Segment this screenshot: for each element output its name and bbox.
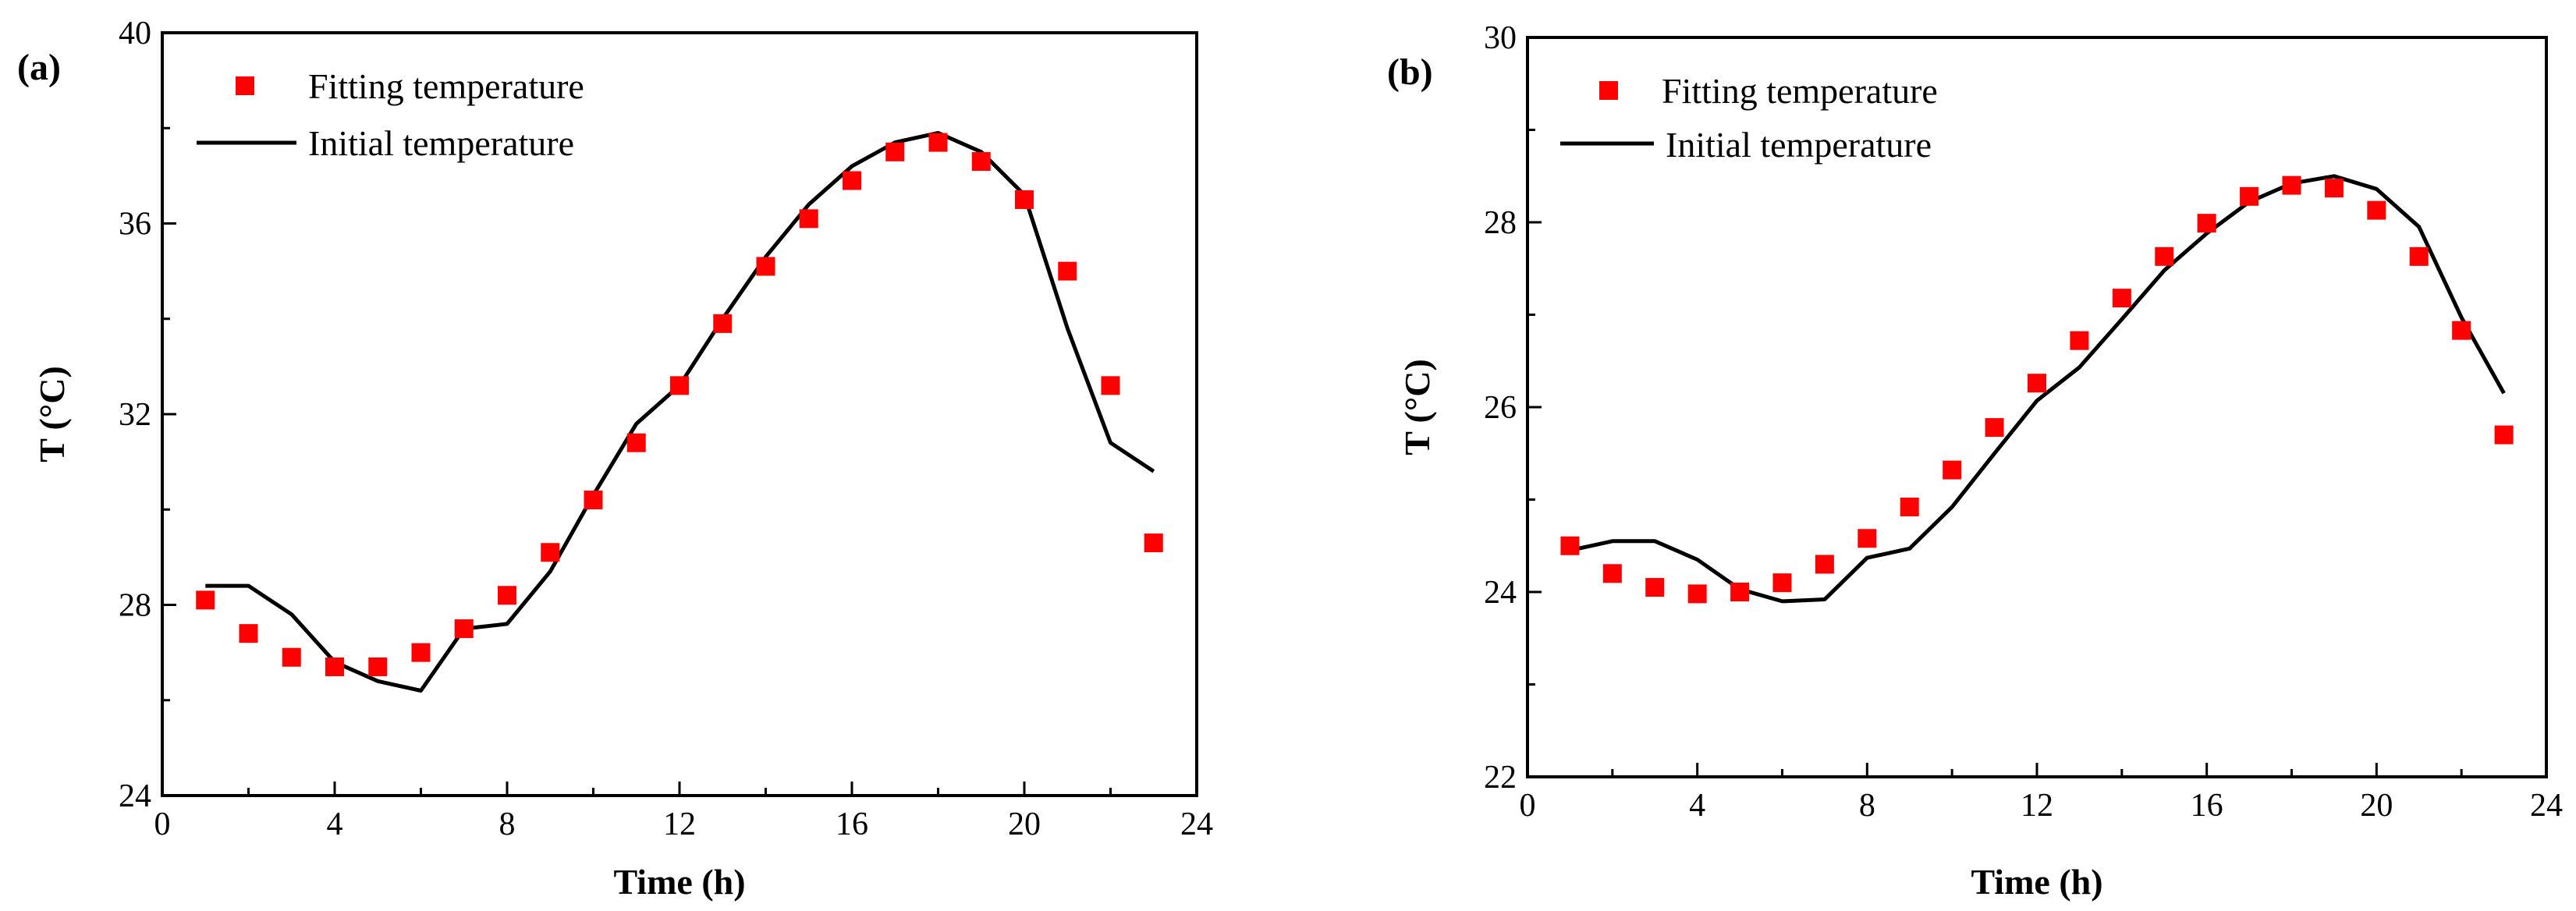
legend-label-fitting: Fitting temperature [308, 66, 584, 106]
legend-label-fitting: Fitting temperature [1662, 71, 1938, 111]
data-point-fitting-temperature [1900, 497, 1919, 516]
data-point-fitting-temperature [1943, 460, 1962, 480]
data-point-fitting-temperature [1772, 573, 1792, 593]
x-tick-label: 4 [1689, 788, 1705, 824]
series-layer [1560, 174, 2514, 604]
tick-marks [161, 31, 1198, 797]
x-axis-title: Time (h) [613, 862, 745, 902]
tick-marks [1526, 36, 2548, 778]
legend: Fitting temperature Initial temperature [1560, 71, 1938, 165]
series-line-initial-temperature [1569, 174, 2506, 604]
data-point-fitting-temperature [2282, 175, 2301, 195]
data-point-fitting-temperature [282, 647, 301, 667]
data-point-fitting-temperature [843, 171, 861, 190]
y-axis-title: T (°C) [1397, 359, 1437, 456]
series-line-initial-temperature [205, 130, 1155, 693]
y-tick-label: 36 [119, 207, 151, 243]
legend-label-initial: Initial temperature [1666, 125, 1932, 165]
data-point-fitting-temperature [2494, 425, 2514, 445]
x-tick-labels: 0 4 8 12 16 20 24 [1520, 788, 2564, 824]
x-tick-label: 16 [2191, 788, 2223, 824]
y-tick-label: 26 [1484, 390, 1517, 426]
y-tick-label: 22 [1484, 760, 1517, 796]
data-point-fitting-temperature [1101, 376, 1120, 395]
y-tick-label: 28 [1484, 205, 1517, 241]
y-tick-label: 24 [119, 778, 151, 814]
data-point-fitting-temperature [2197, 214, 2216, 233]
legend-marker-fitting [236, 76, 254, 95]
data-point-fitting-temperature [1058, 261, 1077, 281]
x-tick-label: 24 [2530, 788, 2563, 824]
data-point-fitting-temperature [1857, 529, 1877, 548]
data-point-fitting-temperature [971, 152, 991, 172]
y-tick-label: 28 [119, 588, 151, 624]
panel-label: (a) [17, 47, 61, 88]
data-point-fitting-temperature [1144, 533, 1163, 553]
data-point-fitting-temperature [928, 133, 948, 152]
data-point-fitting-temperature [454, 619, 474, 639]
data-point-fitting-temperature [1815, 555, 1834, 574]
series-layer [196, 130, 1163, 693]
data-point-fitting-temperature [1015, 190, 1034, 209]
data-point-fitting-temperature [2452, 321, 2471, 340]
data-point-fitting-temperature [498, 586, 516, 605]
data-point-fitting-temperature [756, 257, 775, 276]
data-point-fitting-temperature [670, 376, 689, 395]
data-point-fitting-temperature [885, 142, 905, 161]
data-point-fitting-temperature [1985, 418, 2004, 438]
chart-panel-b: 0 4 8 12 16 20 24 22 24 26 28 30 (b) Time (h) T (°… [1387, 20, 2563, 902]
data-point-fitting-temperature [2240, 186, 2259, 206]
x-tick-labels: 0 4 8 12 16 20 24 [154, 806, 1214, 842]
data-point-fitting-temperature [2324, 179, 2344, 198]
x-axis-title: Time (h) [1971, 862, 2102, 902]
chart-panel-a: 0 4 8 12 16 20 24 24 28 32 36 40 (a) Time (h) T (°… [17, 16, 1213, 902]
data-point-fitting-temperature [1560, 536, 1580, 555]
x-tick-label: 12 [2021, 788, 2053, 824]
y-tick-label: 30 [1484, 20, 1517, 56]
data-point-fitting-temperature [196, 590, 215, 610]
data-point-fitting-temperature [626, 433, 646, 452]
legend-marker-fitting [1599, 81, 1618, 100]
x-tick-label: 24 [1180, 806, 1213, 842]
x-tick-label: 16 [836, 806, 868, 842]
data-point-fitting-temperature [2070, 331, 2089, 350]
y-tick-label: 40 [119, 16, 151, 51]
x-tick-label: 20 [1008, 806, 1041, 842]
x-tick-label: 4 [327, 806, 343, 842]
x-tick-label: 20 [2360, 788, 2393, 824]
data-point-fitting-temperature [239, 624, 258, 643]
data-point-fitting-temperature [799, 209, 818, 229]
y-axis-title: T (°C) [32, 366, 72, 463]
data-point-fitting-temperature [541, 543, 560, 562]
panel-label: (b) [1387, 51, 1433, 93]
data-point-fitting-temperature [2155, 246, 2174, 266]
legend-label-initial: Initial temperature [308, 123, 574, 163]
x-tick-label: 0 [1520, 788, 1536, 824]
data-point-fitting-temperature [325, 657, 344, 676]
x-tick-label: 12 [663, 806, 696, 842]
data-point-fitting-temperature [2112, 289, 2131, 308]
data-point-fitting-temperature [2409, 246, 2429, 266]
x-tick-label: 0 [154, 806, 171, 842]
legend: Fitting temperature Initial temperature [197, 66, 584, 163]
y-tick-label: 24 [1484, 575, 1517, 611]
data-point-fitting-temperature [713, 314, 733, 333]
data-point-fitting-temperature [1730, 583, 1750, 601]
data-point-fitting-temperature [1602, 564, 1622, 583]
x-tick-label: 8 [499, 806, 516, 842]
data-point-fitting-temperature [1645, 578, 1665, 597]
data-point-fitting-temperature [1687, 584, 1707, 604]
data-point-fitting-temperature [411, 643, 431, 662]
data-point-fitting-temperature [2028, 374, 2046, 393]
y-tick-label: 32 [119, 397, 151, 433]
data-point-fitting-temperature [368, 657, 388, 676]
y-tick-labels: 22 24 26 28 30 [1484, 20, 1517, 796]
data-point-fitting-temperature [2367, 200, 2386, 220]
data-point-fitting-temperature [584, 491, 603, 510]
x-tick-label: 8 [1859, 788, 1875, 824]
y-tick-labels: 24 28 32 36 40 [119, 16, 151, 814]
